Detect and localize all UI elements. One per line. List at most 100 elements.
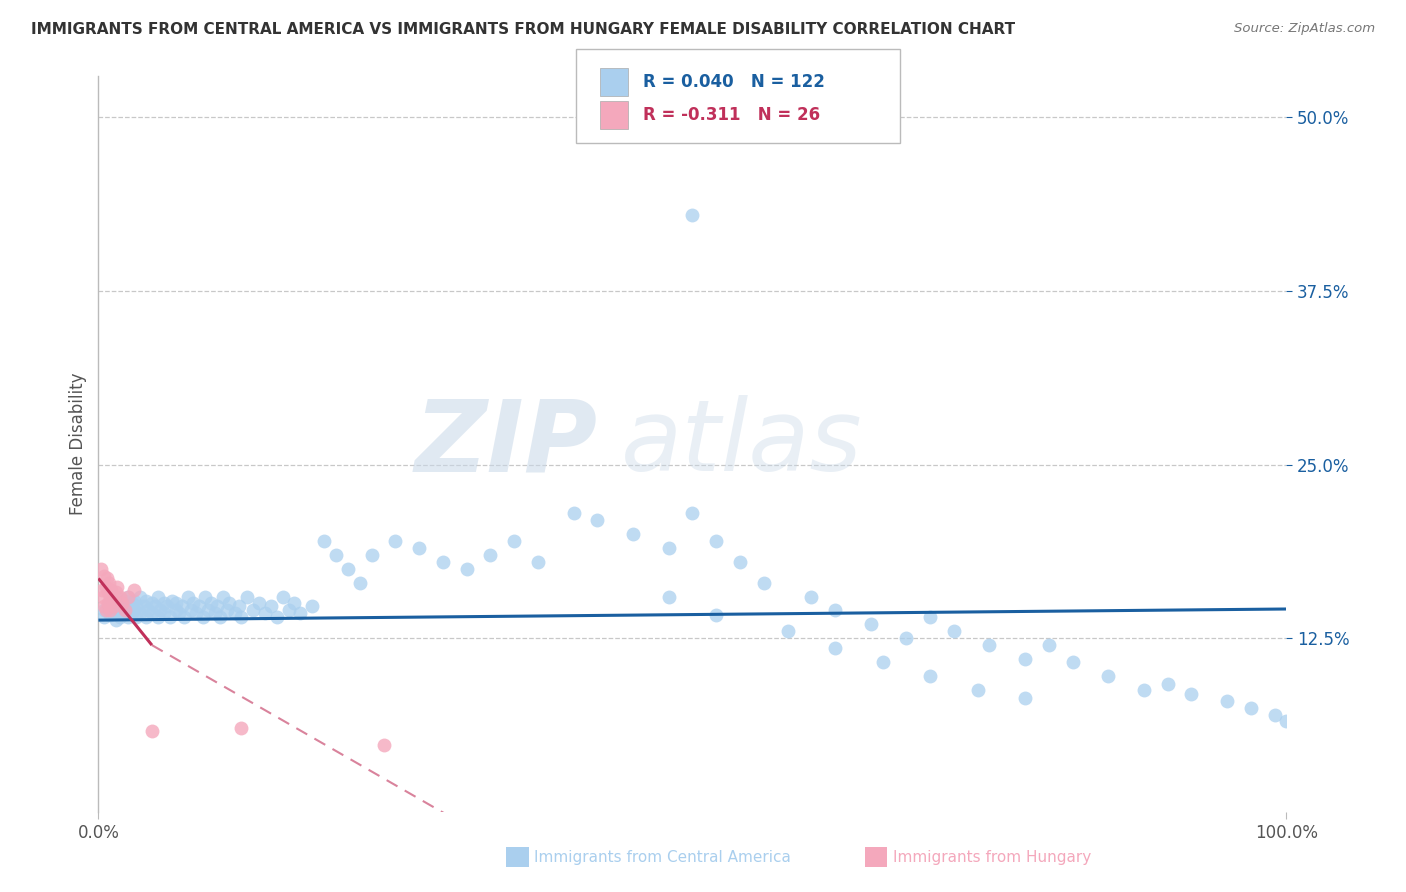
Point xyxy=(204,606,226,620)
Point xyxy=(247,597,270,611)
Point xyxy=(325,548,347,562)
Point xyxy=(93,610,115,624)
Point xyxy=(167,606,190,620)
Point xyxy=(586,513,609,527)
Point xyxy=(301,599,323,614)
Point xyxy=(152,606,174,620)
Point xyxy=(207,599,229,614)
Point xyxy=(432,555,454,569)
Point xyxy=(479,548,502,562)
Point xyxy=(160,593,183,607)
Point xyxy=(503,533,526,548)
Point xyxy=(1275,714,1298,729)
Point xyxy=(188,599,211,614)
Point xyxy=(129,590,152,604)
Point xyxy=(108,610,131,624)
Text: ZIP: ZIP xyxy=(415,395,598,492)
Text: IMMIGRANTS FROM CENTRAL AMERICA VS IMMIGRANTS FROM HUNGARY FEMALE DISABILITY COR: IMMIGRANTS FROM CENTRAL AMERICA VS IMMIG… xyxy=(31,22,1015,37)
Point xyxy=(228,599,250,614)
Point xyxy=(242,603,264,617)
Point xyxy=(681,208,703,222)
Point xyxy=(93,568,115,582)
Point xyxy=(215,603,238,617)
Point xyxy=(336,562,359,576)
Point xyxy=(122,582,145,597)
Point xyxy=(125,599,148,614)
Point xyxy=(159,610,181,624)
Point xyxy=(98,607,121,622)
Point xyxy=(105,585,128,599)
Point xyxy=(121,597,143,611)
Point xyxy=(1097,668,1119,682)
Y-axis label: Female Disability: Female Disability xyxy=(69,373,87,515)
Point xyxy=(277,603,299,617)
Point xyxy=(658,590,681,604)
Text: Immigrants from Central America: Immigrants from Central America xyxy=(534,850,792,864)
Point xyxy=(224,606,246,620)
Point xyxy=(156,599,179,614)
Point xyxy=(1264,707,1286,722)
Point xyxy=(122,593,145,607)
Point xyxy=(1156,677,1178,691)
Point xyxy=(97,585,120,599)
Point xyxy=(101,593,124,607)
Point xyxy=(141,724,163,739)
Point xyxy=(146,610,169,624)
Point xyxy=(149,603,172,617)
Point xyxy=(121,606,143,620)
Point xyxy=(191,610,214,624)
Point xyxy=(752,575,775,590)
Point xyxy=(132,599,155,614)
Point xyxy=(111,597,134,611)
Point xyxy=(117,610,139,624)
Point xyxy=(349,575,371,590)
Point xyxy=(872,655,894,669)
Point xyxy=(100,582,122,597)
Point xyxy=(170,599,193,614)
Point xyxy=(824,640,846,655)
Point xyxy=(1133,682,1156,697)
Point xyxy=(776,624,799,639)
Point xyxy=(180,603,202,617)
Point xyxy=(146,590,169,604)
Point xyxy=(271,590,294,604)
Point xyxy=(728,555,751,569)
Point xyxy=(107,580,129,594)
Point xyxy=(236,590,259,604)
Point xyxy=(97,599,120,614)
Point xyxy=(136,603,159,617)
Text: R = -0.311   N = 26: R = -0.311 N = 26 xyxy=(643,106,820,124)
Point xyxy=(704,607,727,622)
Point xyxy=(98,597,121,611)
Point xyxy=(1180,687,1202,701)
Point xyxy=(135,593,157,607)
Point xyxy=(103,599,125,614)
Point xyxy=(824,603,846,617)
Point xyxy=(212,590,235,604)
Point xyxy=(384,533,406,548)
Point xyxy=(253,606,276,620)
Point xyxy=(979,638,1001,652)
Point xyxy=(152,597,174,611)
Point xyxy=(93,599,115,614)
Point xyxy=(896,631,918,645)
Point xyxy=(111,597,134,611)
Point xyxy=(129,606,152,620)
Point xyxy=(105,590,128,604)
Point xyxy=(111,606,134,620)
Point xyxy=(527,555,550,569)
Point xyxy=(114,593,136,607)
Point xyxy=(290,606,312,620)
Point xyxy=(105,613,128,627)
Point xyxy=(98,603,121,617)
Point xyxy=(117,590,139,604)
Point xyxy=(125,610,148,624)
Point xyxy=(920,610,942,624)
Point xyxy=(96,571,118,585)
Point xyxy=(98,590,121,604)
Point xyxy=(942,624,965,639)
Point xyxy=(859,617,882,632)
Point xyxy=(208,610,231,624)
Point xyxy=(94,603,117,617)
Point xyxy=(1038,638,1060,652)
